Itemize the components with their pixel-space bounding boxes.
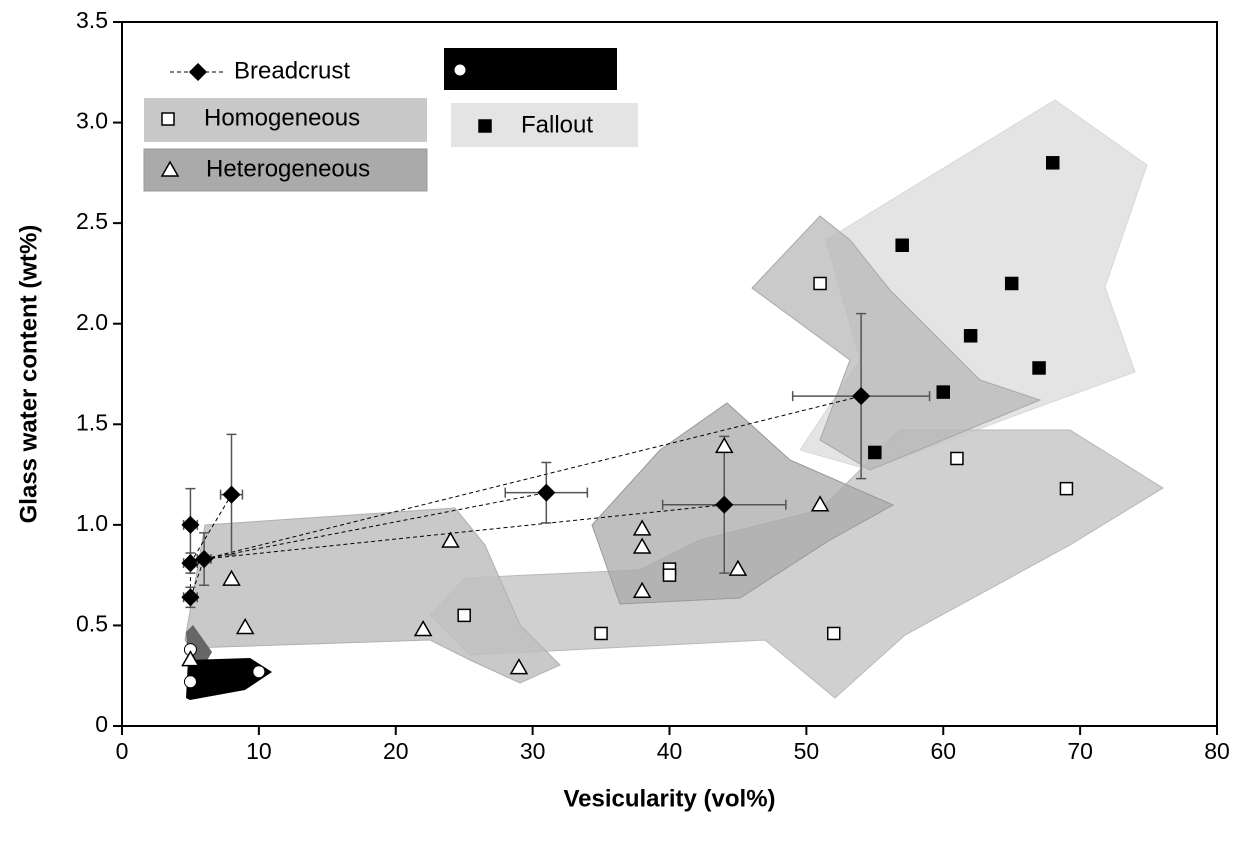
point: [1032, 361, 1046, 375]
x-tick-label: 40: [657, 738, 683, 764]
point: [632, 537, 652, 554]
heterogeneous-field: [591, 402, 895, 605]
point: [936, 385, 950, 399]
point: [441, 531, 460, 548]
fields: [184, 99, 1164, 700]
link-line: [204, 492, 547, 560]
point: [181, 650, 200, 667]
point: [852, 387, 871, 406]
y-tick-label: 2.5: [76, 208, 108, 234]
x-tick-label: 70: [1067, 738, 1093, 764]
point: [537, 483, 556, 502]
point: [509, 658, 529, 675]
x-axis-title: Vesicularity (vol%): [563, 785, 775, 812]
legend-box: [143, 148, 428, 192]
point: [413, 619, 433, 637]
point: [1059, 481, 1074, 496]
y-axis-title: Glass water content (wt%): [15, 225, 42, 524]
point: [181, 554, 200, 573]
point: [728, 559, 748, 576]
point: [181, 588, 200, 607]
point: [810, 495, 830, 512]
point: [827, 626, 841, 641]
legend-marker: [160, 160, 180, 177]
x-tick-label: 0: [116, 738, 129, 764]
legend-box: [444, 48, 617, 90]
x-tick-label: 50: [794, 738, 820, 764]
y-tick-label: 1.5: [76, 409, 108, 435]
y-tick-label: 1.0: [76, 510, 108, 536]
link-line: [190, 494, 232, 564]
x-tick-label: 60: [930, 738, 956, 764]
point: [181, 515, 200, 534]
legend-label: Heterogeneous: [206, 155, 370, 182]
point: [662, 568, 677, 582]
point: [1004, 276, 1019, 291]
point: [813, 276, 827, 291]
point: [1046, 156, 1060, 170]
point: [195, 549, 214, 569]
legend-label: Breadcrust: [234, 57, 350, 84]
point: [235, 617, 255, 635]
point: [252, 665, 266, 679]
legend-marker: [453, 63, 467, 77]
legend-label: Fallout: [521, 111, 593, 138]
legend-label: Dense: [496, 55, 565, 82]
x-tick-label: 20: [383, 738, 409, 764]
point: [963, 329, 978, 343]
legend-marker: [478, 119, 492, 133]
legend-marker: [161, 112, 175, 126]
y-tick-label: 0: [95, 711, 108, 737]
x-tick-label: 10: [246, 738, 272, 764]
legend-marker: [188, 62, 208, 82]
link-line: [204, 395, 862, 560]
y-tick-label: 0.5: [76, 611, 108, 637]
point: [895, 238, 909, 253]
point: [868, 445, 882, 460]
x-tick-label: 80: [1204, 738, 1230, 764]
point: [632, 581, 652, 598]
heterogeneous-field: [184, 507, 561, 684]
point: [714, 436, 734, 454]
dense-field: [186, 658, 272, 700]
point: [222, 569, 241, 586]
point: [457, 608, 471, 623]
legend-box: [144, 98, 427, 142]
x-tick-label: 30: [520, 738, 546, 764]
legend: [143, 48, 638, 192]
point: [950, 451, 964, 466]
y-tick-label: 3.5: [76, 7, 108, 33]
point: [632, 519, 652, 536]
point: [183, 675, 197, 689]
point: [222, 485, 241, 504]
y-tick-label: 2.0: [76, 309, 108, 335]
y-tick-label: 3.0: [76, 108, 108, 134]
point: [715, 495, 734, 514]
link-line: [204, 504, 725, 560]
legend-label: Homogeneous: [204, 104, 360, 131]
point: [594, 626, 608, 641]
